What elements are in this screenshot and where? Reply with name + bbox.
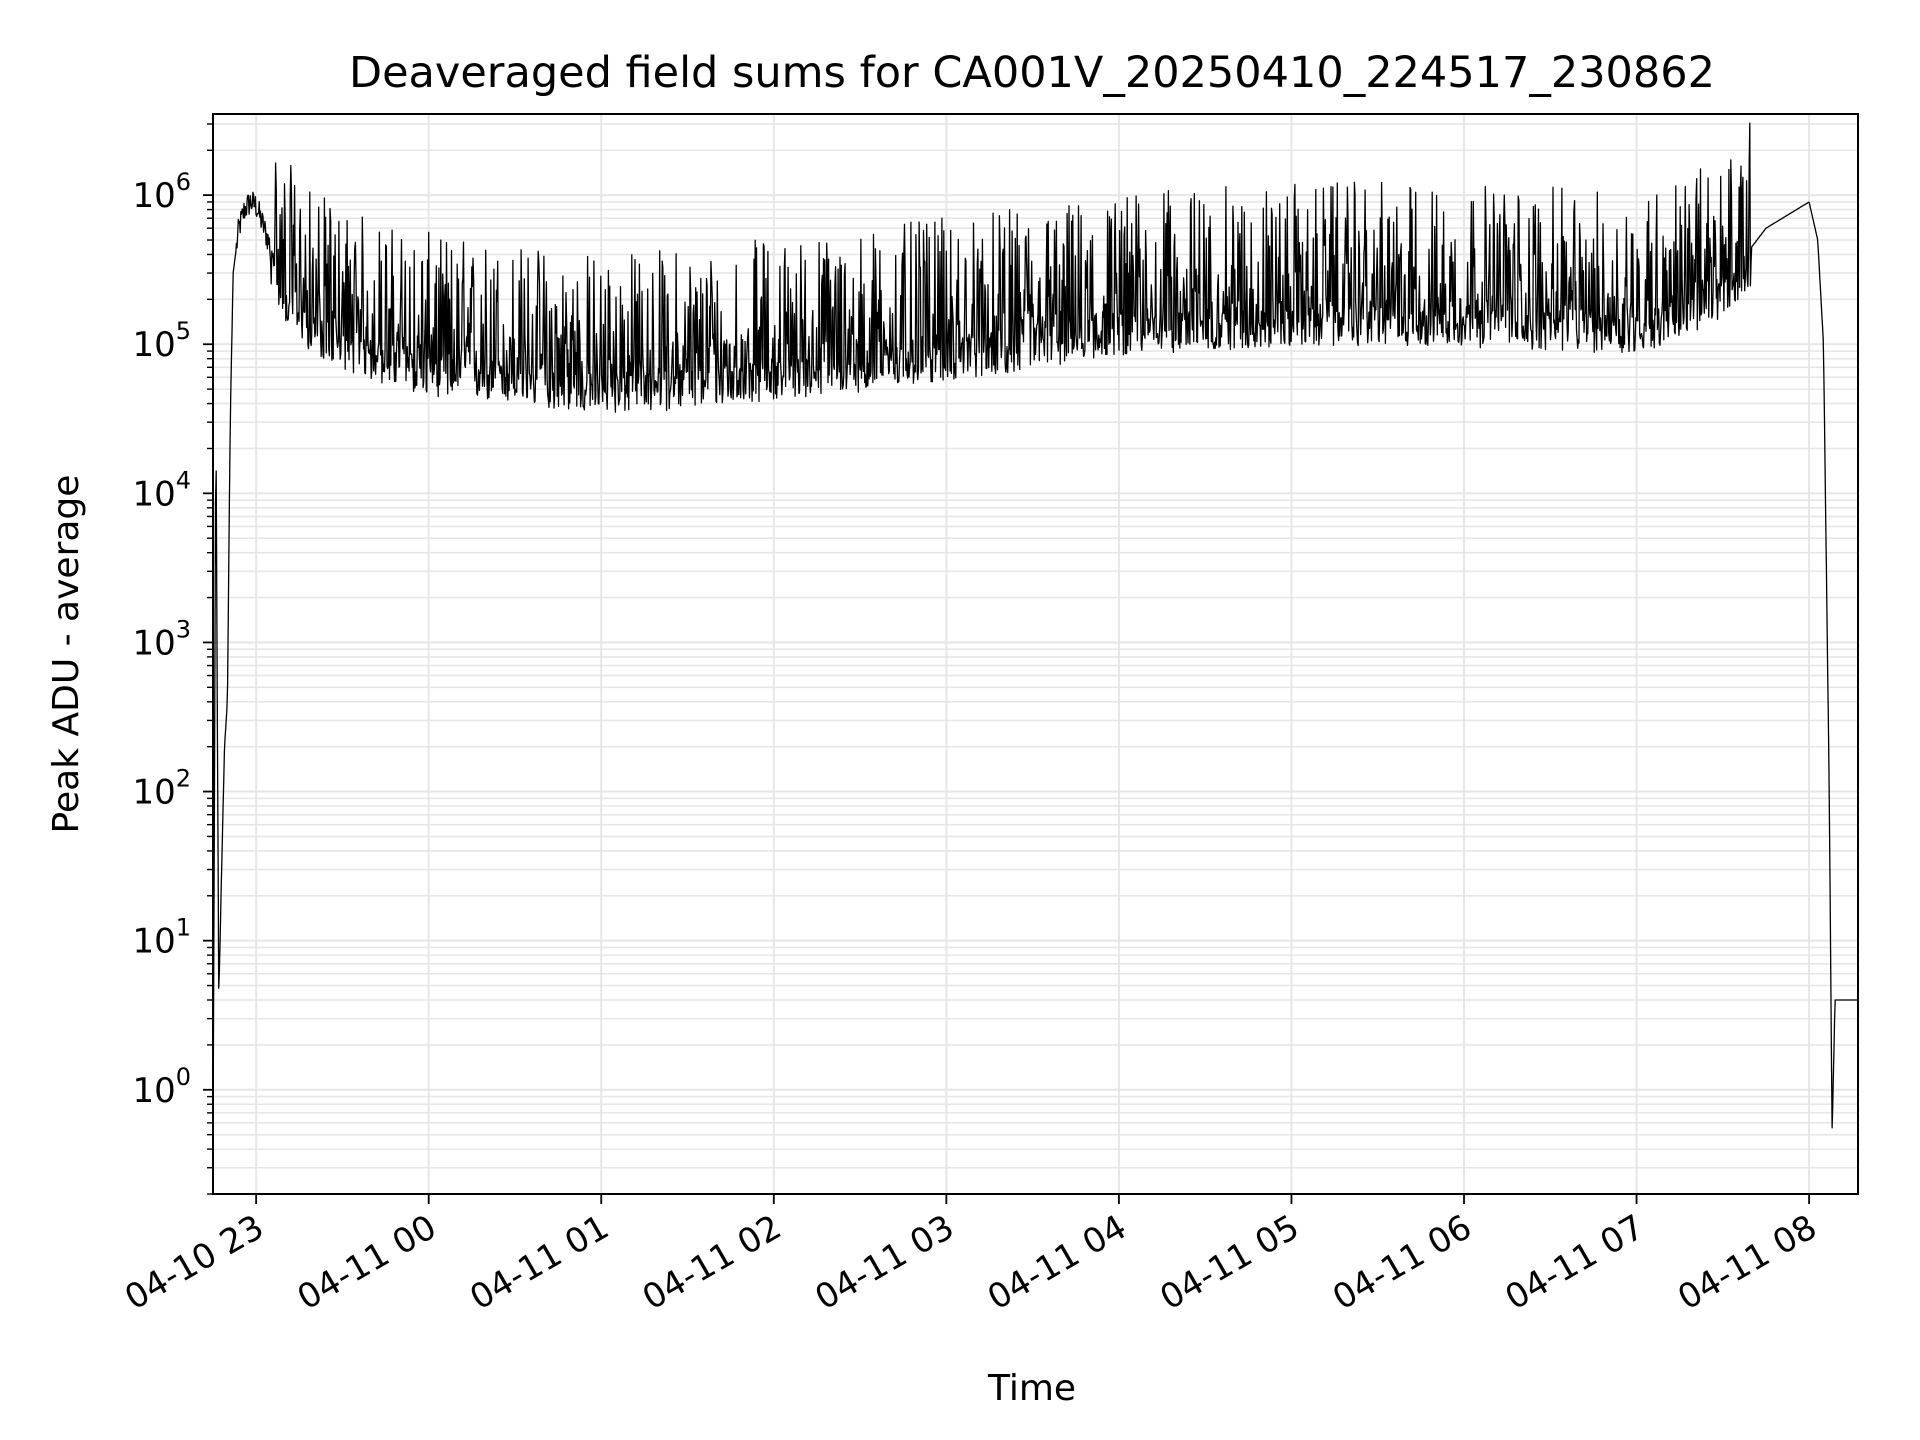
- x-axis-label: Time: [987, 1368, 1076, 1409]
- series-layer: [212, 122, 1859, 1168]
- y-tick-label: 106: [132, 168, 191, 216]
- y-tick-label: 100: [132, 1063, 191, 1111]
- y-tick-label: 104: [132, 466, 191, 514]
- y-tick-label: 101: [132, 914, 191, 962]
- y-tick-label: 105: [132, 317, 191, 365]
- y-axis-label: Peak ADU - average: [46, 475, 87, 834]
- y-axis-ticks: 100 101 102 103 104 105 106: [132, 168, 213, 1111]
- chart-title: Deaveraged field sums for CA001V_2025041…: [349, 48, 1715, 98]
- y-tick-label: 102: [132, 765, 191, 813]
- series-line: [212, 122, 1859, 1168]
- minor-grid: [213, 123, 1858, 1195]
- y-tick-label: 103: [132, 615, 191, 663]
- plot-frame: [212, 113, 1859, 1195]
